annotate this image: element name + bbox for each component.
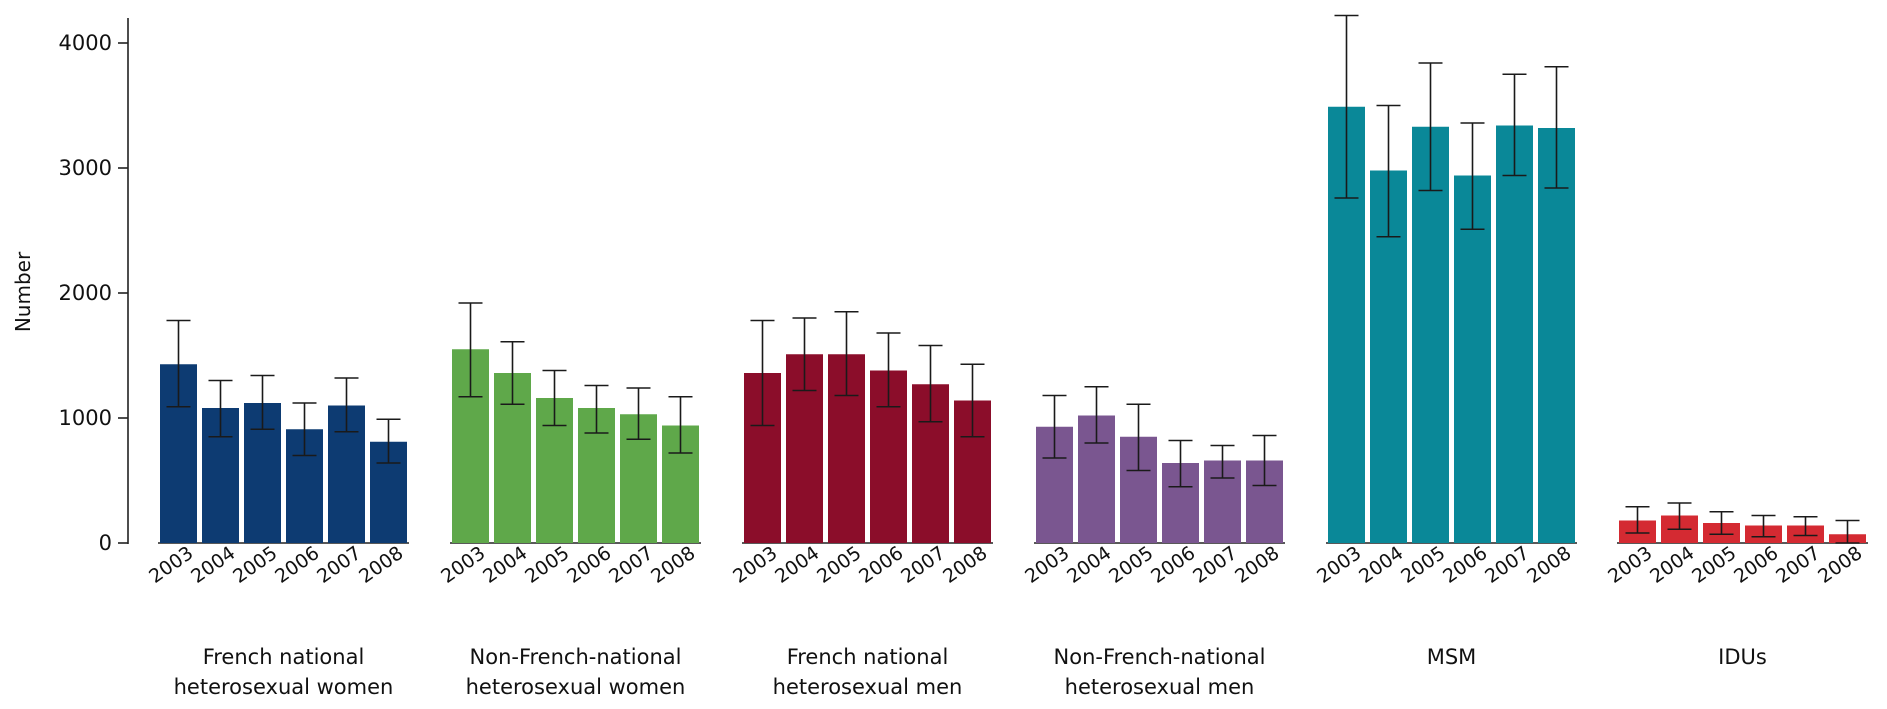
- x-tick-label: 2007: [1481, 542, 1533, 588]
- x-tick-label: 2008: [1523, 542, 1575, 588]
- x-tick-label: 2004: [187, 542, 239, 588]
- group-label: heterosexual men: [773, 675, 963, 699]
- x-tick-label: 2006: [855, 542, 907, 588]
- x-tick-label: 2006: [1147, 542, 1199, 588]
- x-tick-label: 2006: [563, 542, 615, 588]
- x-tick-label: 2005: [1688, 542, 1740, 588]
- group-label: Non-French-national: [1054, 645, 1266, 669]
- x-tick-label: 2003: [1021, 542, 1073, 588]
- x-tick-label: 2003: [1313, 542, 1365, 588]
- x-tick-label: 2005: [229, 542, 281, 588]
- x-tick-label: 2006: [271, 542, 323, 588]
- x-tick-label: 2007: [605, 542, 657, 588]
- y-tick-label: 2000: [59, 281, 112, 305]
- group-label: heterosexual women: [466, 675, 686, 699]
- group-label: MSM: [1427, 645, 1477, 669]
- x-tick-label: 2005: [1105, 542, 1157, 588]
- x-tick-label: 2003: [145, 542, 197, 588]
- x-tick-label: 2004: [1355, 542, 1407, 588]
- group-label: IDUs: [1718, 645, 1767, 669]
- x-tick-label: 2004: [771, 542, 823, 588]
- x-tick-label: 2008: [1231, 542, 1283, 588]
- bar: [1496, 125, 1533, 543]
- y-tick-label: 4000: [59, 31, 112, 55]
- bar: [1454, 175, 1491, 543]
- x-tick-label: 2007: [897, 542, 949, 588]
- group-label: French national: [787, 645, 949, 669]
- x-tick-label: 2008: [939, 542, 991, 588]
- x-tick-label: 2004: [479, 542, 531, 588]
- x-tick-label: 2004: [1646, 542, 1698, 588]
- x-tick-label: 2003: [729, 542, 781, 588]
- bar: [1412, 126, 1449, 543]
- x-tick-label: 2005: [813, 542, 865, 588]
- y-tick-label: 3000: [59, 156, 112, 180]
- axes: 0 1000 2000 3000 4000: [59, 18, 1868, 555]
- group-label: French national: [203, 645, 365, 669]
- x-tick-label: 2004: [1063, 542, 1115, 588]
- x-tick-label: 2005: [521, 542, 573, 588]
- x-tick-label: 2006: [1439, 542, 1491, 588]
- group-label: heterosexual women: [174, 675, 394, 699]
- x-tick-label: 2007: [1772, 542, 1824, 588]
- x-tick-label: 2006: [1730, 542, 1782, 588]
- x-tick-label: 2007: [313, 542, 365, 588]
- group-label: heterosexual men: [1065, 675, 1255, 699]
- x-tick-label: 2008: [647, 542, 699, 588]
- y-tick-label: 1000: [59, 406, 112, 430]
- x-tick-label: 2008: [355, 542, 407, 588]
- group-label: Non-French-national: [470, 645, 682, 669]
- x-tick-label: 2008: [1814, 542, 1866, 588]
- bars: [160, 106, 1866, 543]
- x-tick-label: 2003: [1604, 542, 1656, 588]
- x-tick-label: 2007: [1189, 542, 1241, 588]
- error-bars: [166, 14, 1860, 544]
- y-axis-label: Number: [11, 251, 35, 332]
- bar: [1538, 128, 1575, 543]
- y-tick-label: 0: [99, 531, 112, 555]
- x-tick-label: 2003: [437, 542, 489, 588]
- x-tick-label: 2005: [1397, 542, 1449, 588]
